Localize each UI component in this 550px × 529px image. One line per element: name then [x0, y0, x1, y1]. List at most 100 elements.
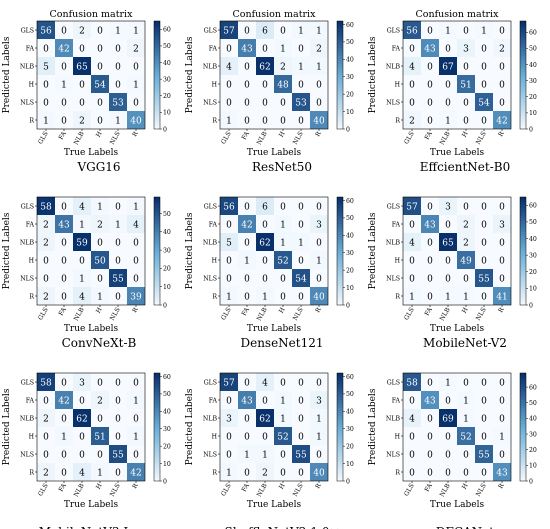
matrix-cell [493, 391, 511, 409]
cell-value-label: 0 [115, 293, 121, 303]
colorbar-segment [520, 296, 526, 300]
colorbar-tick-label: 50 [163, 43, 171, 50]
colorbar-segment [154, 197, 160, 200]
y-tick-label: FA [392, 222, 401, 229]
cell-value-label: 49 [460, 257, 472, 267]
model-caption: ShuffleNetV2-1.0× [224, 525, 339, 529]
matrix-cell [403, 39, 421, 57]
colorbar-tick-label: 60 [163, 374, 171, 381]
y-tick-label: H [212, 258, 218, 265]
colorbar-segment [520, 400, 526, 403]
x-axis-label: True Labels [64, 148, 119, 158]
colorbar-segment [154, 394, 160, 398]
colorbar-segment [154, 37, 160, 41]
cell-value-label: 0 [427, 275, 433, 285]
cell-value-label: 0 [280, 379, 286, 389]
matrix-cell [109, 427, 127, 445]
y-axis-label: Predicted Labels [185, 212, 195, 289]
x-tick-label: GLS [403, 131, 416, 146]
matrix-cell [238, 75, 256, 93]
colorbar-segment [337, 381, 343, 385]
colorbar-segment [337, 394, 343, 398]
cell-value-label: 0 [115, 469, 121, 479]
cell-value-label: 0 [481, 433, 487, 443]
matrix-cell [403, 391, 421, 409]
matrix-cell [292, 57, 310, 75]
colorbar-tick-label: 0 [529, 478, 533, 485]
matrix-cell [73, 21, 91, 39]
cell-value-label: 0 [61, 63, 67, 73]
colorbar-segment [337, 405, 343, 409]
colorbar-segment [520, 383, 526, 387]
cell-value-label: 0 [61, 451, 67, 461]
colorbar-segment [337, 288, 343, 292]
matrix-cell [493, 463, 511, 481]
model-caption: VGG16 [76, 160, 120, 174]
cell-value-label: 4 [409, 239, 415, 249]
colorbar-segment [337, 66, 343, 70]
x-tick-label: GLS [220, 131, 233, 146]
cell-value-label: 0 [409, 81, 415, 91]
colorbar-segment [520, 104, 526, 108]
matrix-cell [493, 93, 511, 111]
matrix-cell [127, 75, 145, 93]
colorbar-segment [337, 112, 343, 116]
matrix-cell [238, 445, 256, 463]
y-tick-label: H [29, 434, 35, 441]
matrix-cell [109, 233, 127, 251]
colorbar-segment [337, 294, 343, 298]
x-axis-label: True Labels [430, 324, 485, 334]
matrix-cell [457, 409, 475, 427]
x-tick-label: NLB [439, 482, 452, 498]
colorbar-tick-label: 50 [529, 400, 537, 407]
y-tick-label: R [395, 470, 400, 477]
cell-value-label: 0 [280, 203, 286, 213]
matrix-cell [220, 197, 238, 215]
colorbar-segment [520, 126, 526, 130]
x-tick-label: R [131, 306, 140, 314]
colorbar-segment [520, 234, 526, 238]
colorbar-segment [520, 435, 526, 439]
colorbar-segment [154, 272, 160, 276]
matrix-cell [403, 75, 421, 93]
matrix-border [36, 20, 146, 130]
matrix-cell [292, 409, 310, 427]
model-caption: ResNet50 [252, 160, 312, 174]
colorbar-segment [154, 120, 160, 124]
matrix-cell [91, 391, 109, 409]
matrix-cell [493, 445, 511, 463]
cell-value-label: 0 [427, 203, 433, 213]
colorbar-segment [154, 80, 160, 84]
x-tick-label: H [461, 482, 470, 491]
colorbar-segment [337, 93, 343, 97]
colorbar-segment [154, 397, 160, 401]
colorbar-segment [337, 232, 343, 236]
matrix-cell [493, 409, 511, 427]
colorbar-segment [154, 42, 160, 46]
colorbar-border [153, 20, 161, 130]
cell-value-label: 57 [223, 27, 235, 37]
matrix-cell [73, 251, 91, 269]
cell-value-label: 0 [298, 117, 304, 127]
colorbar-segment [337, 383, 343, 387]
matrix-cell [127, 21, 145, 39]
matrix-cell [403, 269, 421, 287]
matrix-cell [55, 93, 73, 111]
matrix-cell [292, 233, 310, 251]
matrix-cell [256, 215, 274, 233]
colorbar-segment [337, 275, 343, 279]
colorbar-tick-label: 30 [529, 431, 537, 438]
cell-value-label: 1 [445, 379, 451, 389]
matrix-cell [292, 373, 310, 391]
colorbar-segment [520, 115, 526, 119]
colorbar-segment [154, 91, 160, 95]
matrix-cell [421, 409, 439, 427]
cell-value-label: 54 [94, 81, 106, 91]
matrix-cell [220, 373, 238, 391]
matrix-cell [421, 75, 439, 93]
y-tick-label: NLS [386, 452, 400, 459]
matrix-cell [292, 21, 310, 39]
matrix-cell [310, 269, 328, 287]
cell-value-label: 0 [244, 63, 250, 73]
